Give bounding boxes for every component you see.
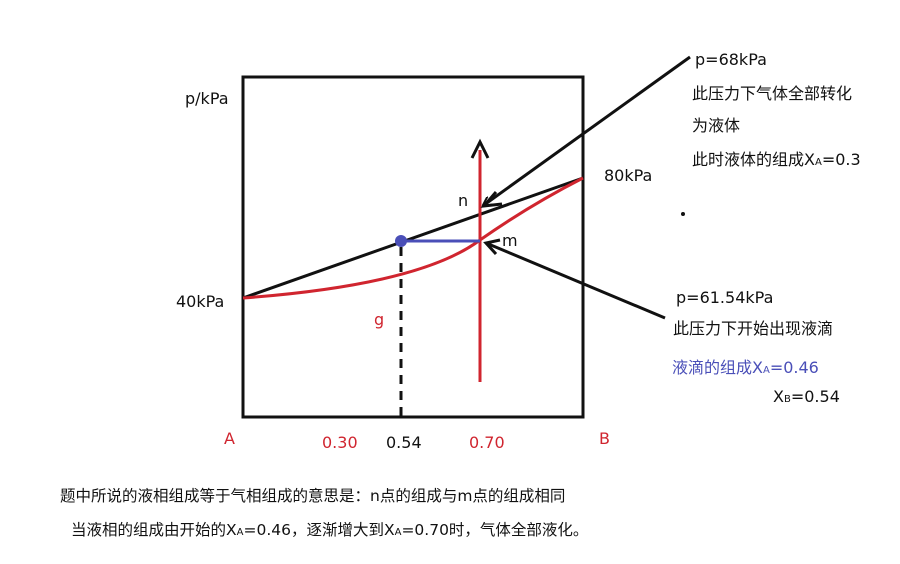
arrow-up-icon	[470, 138, 490, 159]
point-g-label: g	[374, 310, 384, 329]
plot-frame	[241, 75, 585, 419]
point-n-label: n	[458, 191, 468, 210]
pressure-left-label: 40kPa	[176, 292, 224, 311]
footer-line2: 当液相的组成由开始的XA=0.46，逐渐增大到XA=0.70时，气体全部液化。	[71, 521, 589, 539]
arrow-to-m	[485, 241, 666, 320]
arrow-head-n-icon	[480, 191, 503, 208]
point-m-label: m	[502, 231, 518, 250]
tick-070-label: 0.70	[469, 433, 505, 452]
annot-mid-line2: 此压力下开始出现液滴	[673, 319, 833, 338]
annot-mid-line3: 液滴的组成XA=0.46	[672, 358, 819, 377]
stray-dot	[681, 212, 685, 216]
tick-054-label: 0.54	[386, 433, 422, 452]
vapor-curve	[242, 176, 584, 300]
y-axis-label: p/kPa	[185, 89, 229, 108]
arrow-to-n	[484, 55, 691, 205]
annot-top-line2: 此压力下气体全部转化	[692, 84, 852, 103]
dew-point-marker	[395, 235, 407, 247]
annot-top-line4: 此时液体的组成XA=0.3	[692, 150, 861, 169]
arrow-head-m-icon	[483, 238, 501, 256]
annot-top-line1: p=68kPa	[695, 50, 767, 69]
annot-mid-line1: p=61.54kPa	[676, 288, 773, 307]
pressure-right-label: 80kPa	[604, 166, 652, 185]
end-a-label: A	[224, 429, 235, 448]
tick-030-label: 0.30	[322, 433, 358, 452]
annot-mid-line4: XB=0.54	[773, 387, 840, 406]
annot-top-line3: 为液体	[692, 116, 740, 135]
end-b-label: B	[599, 429, 610, 448]
footer-line1: 题中所说的液相组成等于气相组成的意思是：n点的组成与m点的组成相同	[60, 487, 566, 505]
liquidus-line	[242, 176, 584, 300]
